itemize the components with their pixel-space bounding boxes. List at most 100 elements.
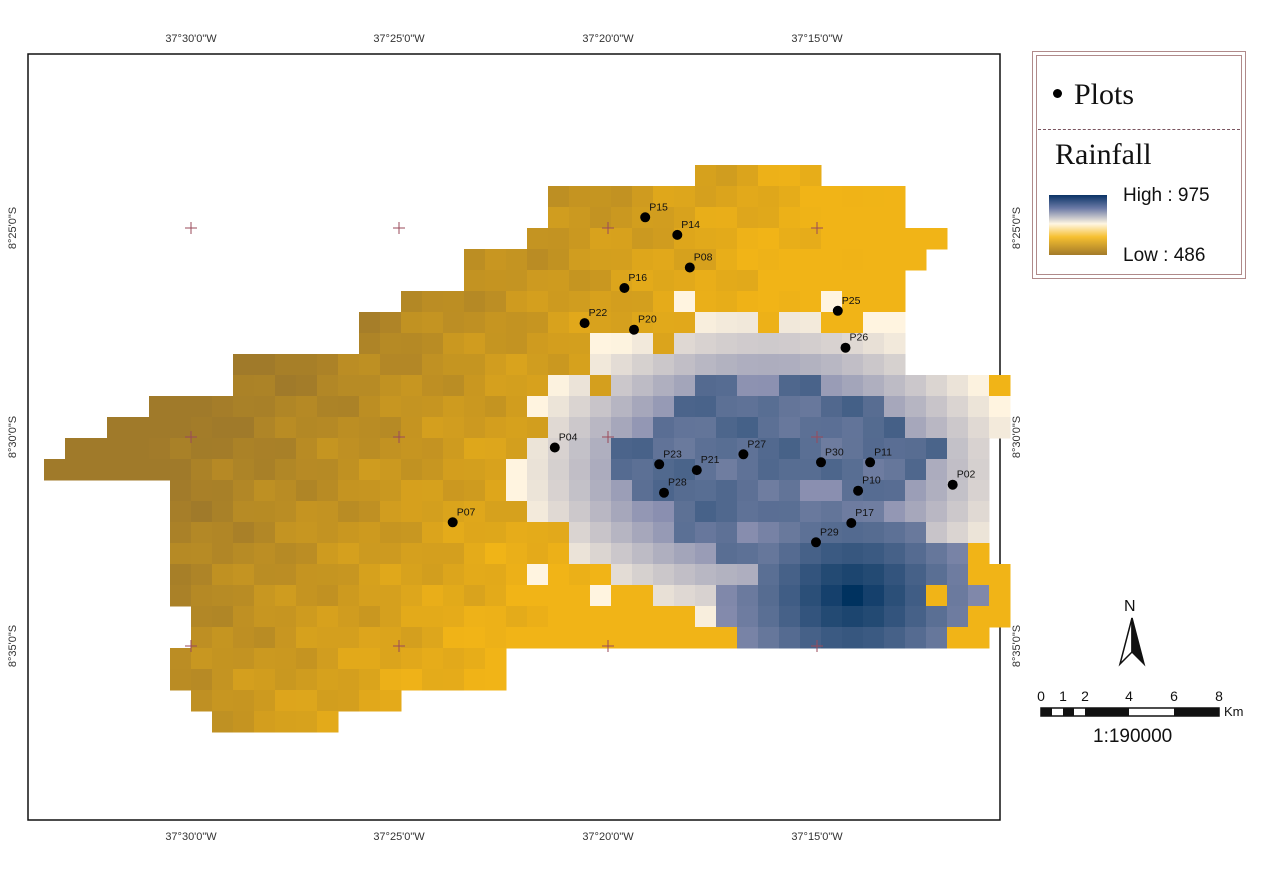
raster-cell xyxy=(401,375,423,397)
raster-cell xyxy=(884,249,906,271)
raster-cell xyxy=(527,522,549,544)
raster-cell xyxy=(968,396,990,418)
raster-cell xyxy=(695,228,717,250)
raster-cell xyxy=(443,606,465,628)
raster-cell xyxy=(569,186,591,208)
raster-cell xyxy=(86,459,108,481)
raster-cell xyxy=(443,522,465,544)
raster-cell xyxy=(548,522,570,544)
raster-cell xyxy=(716,543,738,565)
raster-cell xyxy=(779,249,801,271)
plot-label-p28: P28 xyxy=(668,477,687,489)
raster-cell xyxy=(464,522,486,544)
raster-cell xyxy=(653,564,675,586)
raster-cell xyxy=(716,207,738,229)
raster-cell xyxy=(275,564,297,586)
raster-cell xyxy=(212,606,234,628)
left-latitude-labels: 8°25'0"S 8°30'0"S 8°35'0"S xyxy=(7,207,19,667)
scale-unit: Km xyxy=(1224,704,1244,719)
raster-cell xyxy=(947,375,969,397)
raster-cell xyxy=(779,165,801,187)
raster-cell xyxy=(296,711,318,733)
raster-cell xyxy=(695,396,717,418)
raster-cell xyxy=(191,669,213,691)
raster-cell xyxy=(863,228,885,250)
raster-cell xyxy=(212,648,234,670)
raster-cell xyxy=(842,627,864,649)
raster-cell xyxy=(233,375,255,397)
raster-cell xyxy=(506,501,528,523)
raster-cell xyxy=(380,522,402,544)
raster-cell xyxy=(968,417,990,439)
raster-cell xyxy=(569,249,591,271)
raster-cell xyxy=(779,606,801,628)
raster-cell xyxy=(821,396,843,418)
raster-cell xyxy=(821,186,843,208)
raster-cell xyxy=(821,501,843,523)
raster-cell xyxy=(695,543,717,565)
raster-cell xyxy=(842,522,864,544)
raster-cell xyxy=(695,291,717,313)
raster-cell xyxy=(275,459,297,481)
raster-cell xyxy=(653,627,675,649)
raster-cell xyxy=(443,501,465,523)
raster-cell xyxy=(254,354,276,376)
raster-cell xyxy=(905,375,927,397)
raster-cell xyxy=(695,459,717,481)
raster-cell xyxy=(233,648,255,670)
raster-cell xyxy=(380,606,402,628)
raster-cell xyxy=(842,480,864,502)
raster-cell xyxy=(380,480,402,502)
raster-cell xyxy=(653,270,675,292)
raster-cell xyxy=(485,438,507,460)
raster-cell xyxy=(338,627,360,649)
legend-plots-label: Plots xyxy=(1074,78,1135,111)
raster-cell xyxy=(674,354,696,376)
plot-marker-p30 xyxy=(816,457,826,468)
raster-cell xyxy=(191,522,213,544)
raster-cell xyxy=(842,291,864,313)
raster-cell xyxy=(464,459,486,481)
raster-cell xyxy=(128,438,150,460)
raster-cell xyxy=(611,501,633,523)
raster-cell xyxy=(611,459,633,481)
raster-cell xyxy=(737,228,759,250)
raster-cell xyxy=(758,207,780,229)
plot-label-p17: P17 xyxy=(855,507,874,519)
raster-cell xyxy=(422,459,444,481)
raster-cell xyxy=(716,522,738,544)
raster-cell xyxy=(338,354,360,376)
raster-cell xyxy=(758,585,780,607)
plot-label-p02: P02 xyxy=(957,469,976,481)
raster-cell xyxy=(527,564,549,586)
raster-cell xyxy=(443,354,465,376)
raster-cell xyxy=(380,669,402,691)
raster-cell xyxy=(590,417,612,439)
raster-cell xyxy=(128,417,150,439)
raster-cell xyxy=(548,354,570,376)
plots-layer: P15 P14 P08 P16 P22 P20 P25 P26 P04 P27 P30 P11 P23 P… xyxy=(447,201,976,548)
raster-cell xyxy=(821,585,843,607)
raster-cell xyxy=(695,522,717,544)
raster-cell xyxy=(422,522,444,544)
raster-cell xyxy=(506,480,528,502)
raster-cell xyxy=(317,543,339,565)
raster-cell xyxy=(443,459,465,481)
raster-cell xyxy=(674,438,696,460)
raster-cell xyxy=(485,375,507,397)
plot-marker-p26 xyxy=(840,342,851,353)
raster-cell xyxy=(296,648,318,670)
raster-cell xyxy=(338,690,360,712)
raster-cell xyxy=(884,396,906,418)
raster-cell xyxy=(527,228,549,250)
raster-cell xyxy=(716,312,738,334)
raster-cell xyxy=(527,438,549,460)
raster-cell xyxy=(170,648,192,670)
raster-cell xyxy=(800,585,822,607)
raster-cell xyxy=(800,480,822,502)
raster-cell xyxy=(800,627,822,649)
raster-cell xyxy=(422,417,444,439)
raster-cell xyxy=(233,669,255,691)
raster-cell xyxy=(317,522,339,544)
raster-cell xyxy=(212,690,234,712)
